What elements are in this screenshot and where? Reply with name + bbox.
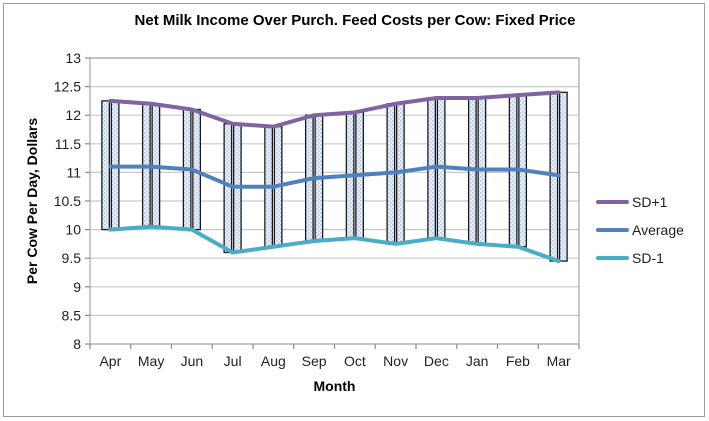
legend-label-sd-plus-1: SD+1 (632, 194, 668, 210)
series-line-sd-1 (108, 224, 561, 264)
y-tick-label: 12 (65, 107, 81, 123)
y-tick-label: 9.5 (62, 250, 82, 266)
y-tick-label: 11 (66, 164, 81, 180)
legend: SD+1 Average SD-1 (596, 188, 684, 272)
legend-item-average: Average (596, 216, 684, 244)
legend-swatch-sd-plus-1 (596, 200, 629, 204)
x-tick-label: Jun (181, 353, 204, 369)
x-tick-label: Mar (547, 353, 571, 369)
x-tick-label: Dec (424, 353, 449, 369)
series-line-average (108, 164, 561, 189)
series-line-sd-1 (108, 90, 561, 129)
y-axis-title: Per Cow Per Day, Dollars (24, 117, 40, 285)
legend-label-average: Average (632, 222, 684, 238)
y-tick-label: 10 (65, 222, 81, 238)
x-axis-title: Month (313, 378, 356, 394)
range-bar (101, 100, 111, 231)
chart-title: Net Milk Income Over Purch. Feed Costs p… (134, 12, 576, 29)
legend-item-sd-plus-1: SD+1 (596, 188, 684, 216)
y-tick-label: 9 (73, 279, 81, 295)
x-tick-label: Apr (99, 353, 121, 369)
y-tick-label: 8.5 (62, 307, 82, 323)
x-tick-label: Feb (506, 353, 530, 369)
x-tick-label: May (138, 353, 164, 369)
y-tick-label: 13 (65, 50, 81, 66)
range-bar (223, 123, 233, 254)
x-tick-label: Jan (466, 353, 489, 369)
y-tick-label: 10.5 (54, 193, 81, 209)
legend-swatch-average (596, 228, 629, 232)
legend-item-sd-minus-1: SD-1 (596, 244, 684, 272)
x-tick-label: Sep (302, 353, 327, 369)
legend-label-sd-minus-1: SD-1 (632, 250, 664, 266)
y-tick-label: 12.5 (54, 79, 81, 95)
y-tick-label: 8 (73, 336, 81, 352)
y-tick-label: 11.5 (55, 136, 81, 152)
range-bar (558, 91, 568, 262)
x-tick-label: Jul (224, 353, 242, 369)
legend-swatch-sd-minus-1 (596, 256, 629, 260)
x-tick-label: Oct (344, 353, 366, 369)
x-tick-label: Aug (261, 353, 286, 369)
x-tick-label: Nov (383, 353, 408, 369)
